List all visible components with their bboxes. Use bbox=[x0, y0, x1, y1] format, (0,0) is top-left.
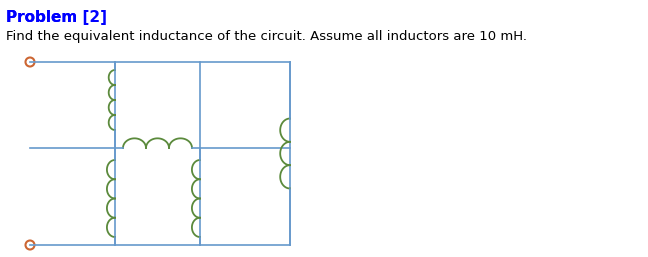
Text: Problem: Problem bbox=[6, 10, 82, 25]
Text: Find the equivalent inductance of the circuit. Assume all inductors are 10 mH.: Find the equivalent inductance of the ci… bbox=[6, 30, 527, 43]
Text: Problem [2]: Problem [2] bbox=[6, 10, 107, 25]
